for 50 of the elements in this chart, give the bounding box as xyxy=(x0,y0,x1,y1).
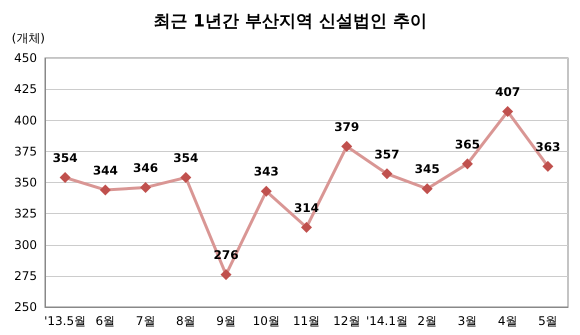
data-label: 276 xyxy=(214,248,239,262)
point xyxy=(260,186,272,197)
data-label: 379 xyxy=(334,120,360,134)
x-tick-label: 6월 xyxy=(96,314,116,328)
x-tick-label: 2월 xyxy=(417,314,438,328)
point xyxy=(502,106,514,118)
data-label: 345 xyxy=(414,162,440,176)
point xyxy=(381,168,392,180)
y-tick-label: 450 xyxy=(14,51,37,65)
data-label: 407 xyxy=(495,85,520,100)
x-tick-label: 5월 xyxy=(538,314,558,328)
data-label: 343 xyxy=(254,164,279,179)
chart-title: 최근 1년간 부산지역 신설법인 추이 xyxy=(153,12,427,32)
x-tick-label: 3월 xyxy=(458,314,478,328)
y-tick-label: 250 xyxy=(14,300,37,314)
y-tick-label: 375 xyxy=(14,144,37,158)
point xyxy=(140,182,152,193)
data-label: 363 xyxy=(535,140,560,154)
point xyxy=(341,140,352,152)
x-tick-label: 7월 xyxy=(136,314,156,328)
point xyxy=(100,184,111,196)
y-tick-label: 350 xyxy=(14,176,37,190)
point xyxy=(180,172,192,184)
data-label: 314 xyxy=(294,200,320,215)
data-label: 354 xyxy=(173,151,198,166)
x-tick-label: 8월 xyxy=(176,314,196,328)
x-tick-label: 9월 xyxy=(216,314,236,328)
x-tick-label: '14.1월 xyxy=(366,314,408,328)
point xyxy=(542,160,554,172)
data-label: 354 xyxy=(52,151,78,166)
x-tick-label: 10월 xyxy=(252,314,280,328)
point xyxy=(301,222,312,233)
point xyxy=(462,158,473,170)
data-label: 357 xyxy=(374,147,400,162)
x-tick-label: 4월 xyxy=(498,314,518,328)
x-tick-label: 12월 xyxy=(333,314,360,328)
y-tick-label: 425 xyxy=(14,82,37,96)
x-tick-label: '13.5월 xyxy=(44,314,86,328)
data-label: 365 xyxy=(454,137,480,152)
data-label: 346 xyxy=(133,160,158,175)
x-tick-label: 11월 xyxy=(292,314,320,328)
y-tick-label: 275 xyxy=(14,268,37,283)
y-tick-label: 325 xyxy=(14,206,37,221)
y-axis-title: (개체) xyxy=(12,31,45,45)
point xyxy=(220,269,232,280)
point xyxy=(60,172,71,184)
point xyxy=(422,183,433,194)
y-tick-label: 400 xyxy=(14,113,37,128)
y-tick-label: 300 xyxy=(14,238,37,252)
data-label: 344 xyxy=(92,163,118,178)
